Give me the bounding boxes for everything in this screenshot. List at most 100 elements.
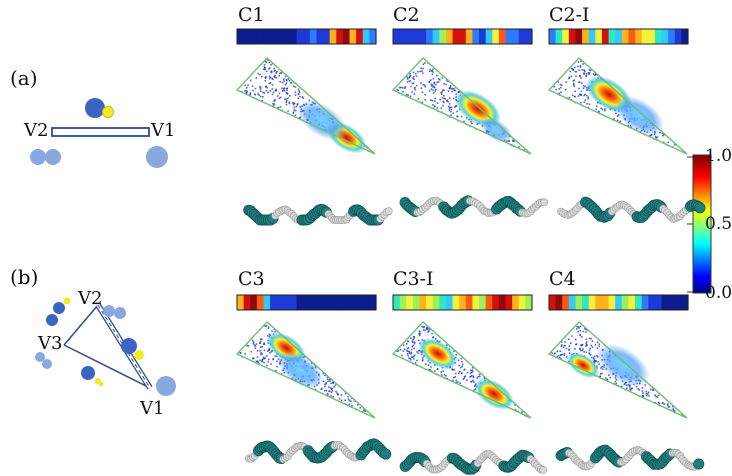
density-point [433,105,436,108]
density-point [422,329,425,331]
density-point [259,359,261,362]
density-point [644,384,647,386]
density-point [514,404,517,406]
density-point [585,74,587,77]
density-point [434,83,437,86]
strip-cell [452,295,460,310]
left-disk-2 [45,149,61,165]
density-point [401,87,404,89]
density-point [261,75,263,78]
density-point [435,88,437,91]
colorbar-max-label: 1.0 [705,146,732,166]
density-point [641,395,644,397]
density-point [278,97,281,100]
strip-cell [406,295,414,310]
density-point [591,356,593,359]
density-point [579,66,582,68]
density-point [450,87,453,90]
density-point [412,338,414,341]
density-point [293,102,296,105]
density-point [453,350,455,353]
density-point [269,82,272,84]
density-point [584,99,587,101]
density-point [436,102,439,104]
density-point [255,77,258,79]
density-point [455,379,458,382]
density-point [325,381,328,384]
density-point [650,388,652,391]
strip-cell [426,29,434,44]
density-point [461,360,463,363]
density-point [411,82,414,85]
density-point [286,89,288,92]
strip-cell [426,295,434,310]
density-point [331,388,334,390]
density-point [325,389,328,392]
density-point [432,71,434,73]
density-point [559,86,562,89]
density-point [437,81,440,83]
triangle-outline [547,321,688,419]
strip-cell [342,295,351,310]
density-point [562,346,565,349]
strip-cell [661,295,669,310]
density-point [256,360,259,363]
density-point [296,103,299,105]
density-point [267,91,269,94]
density-point [262,358,264,360]
density-point [583,94,585,97]
density-point [430,88,433,90]
density-point [282,89,285,92]
density-point [450,110,452,113]
density-point [281,87,283,90]
density-point [412,71,415,74]
density-point [647,393,649,395]
bead [384,207,393,215]
density-point [655,137,658,139]
density-point [583,73,586,75]
strip-cell [412,295,421,310]
strip-cell [595,295,603,310]
density-point [337,393,340,396]
density-point [454,89,457,92]
density-point [565,81,567,83]
density-point [266,364,268,367]
density-point [556,355,559,358]
density-point [410,85,412,88]
density-point [571,94,574,97]
density-point [419,332,421,335]
density-point [420,82,422,84]
strip-cell [445,295,454,310]
density-point [657,394,660,397]
density-point [408,352,411,355]
density-point [249,92,252,94]
density-point [580,60,582,63]
density-point [251,339,254,342]
strip-cell [303,295,311,310]
density-point [563,354,566,357]
density-point [245,92,248,94]
density-point [426,328,428,331]
density-point [440,107,443,110]
density-point [260,351,262,354]
strip-cell [270,29,278,44]
density-point [347,395,349,398]
density-point [459,382,461,384]
density-point [442,104,444,107]
density-point [326,376,329,378]
density-point [274,99,276,101]
density-point [625,384,628,387]
density-point [287,97,289,99]
density-point [560,353,562,356]
density-point [616,115,619,118]
density-point [629,386,631,388]
density-point [608,374,610,376]
density-point [285,100,288,102]
density-point [598,345,601,348]
density-point [261,353,263,355]
density-point [424,363,427,365]
density-point [285,98,288,100]
density-point [275,88,277,91]
strip-cell [465,29,474,44]
density-point [443,95,445,97]
